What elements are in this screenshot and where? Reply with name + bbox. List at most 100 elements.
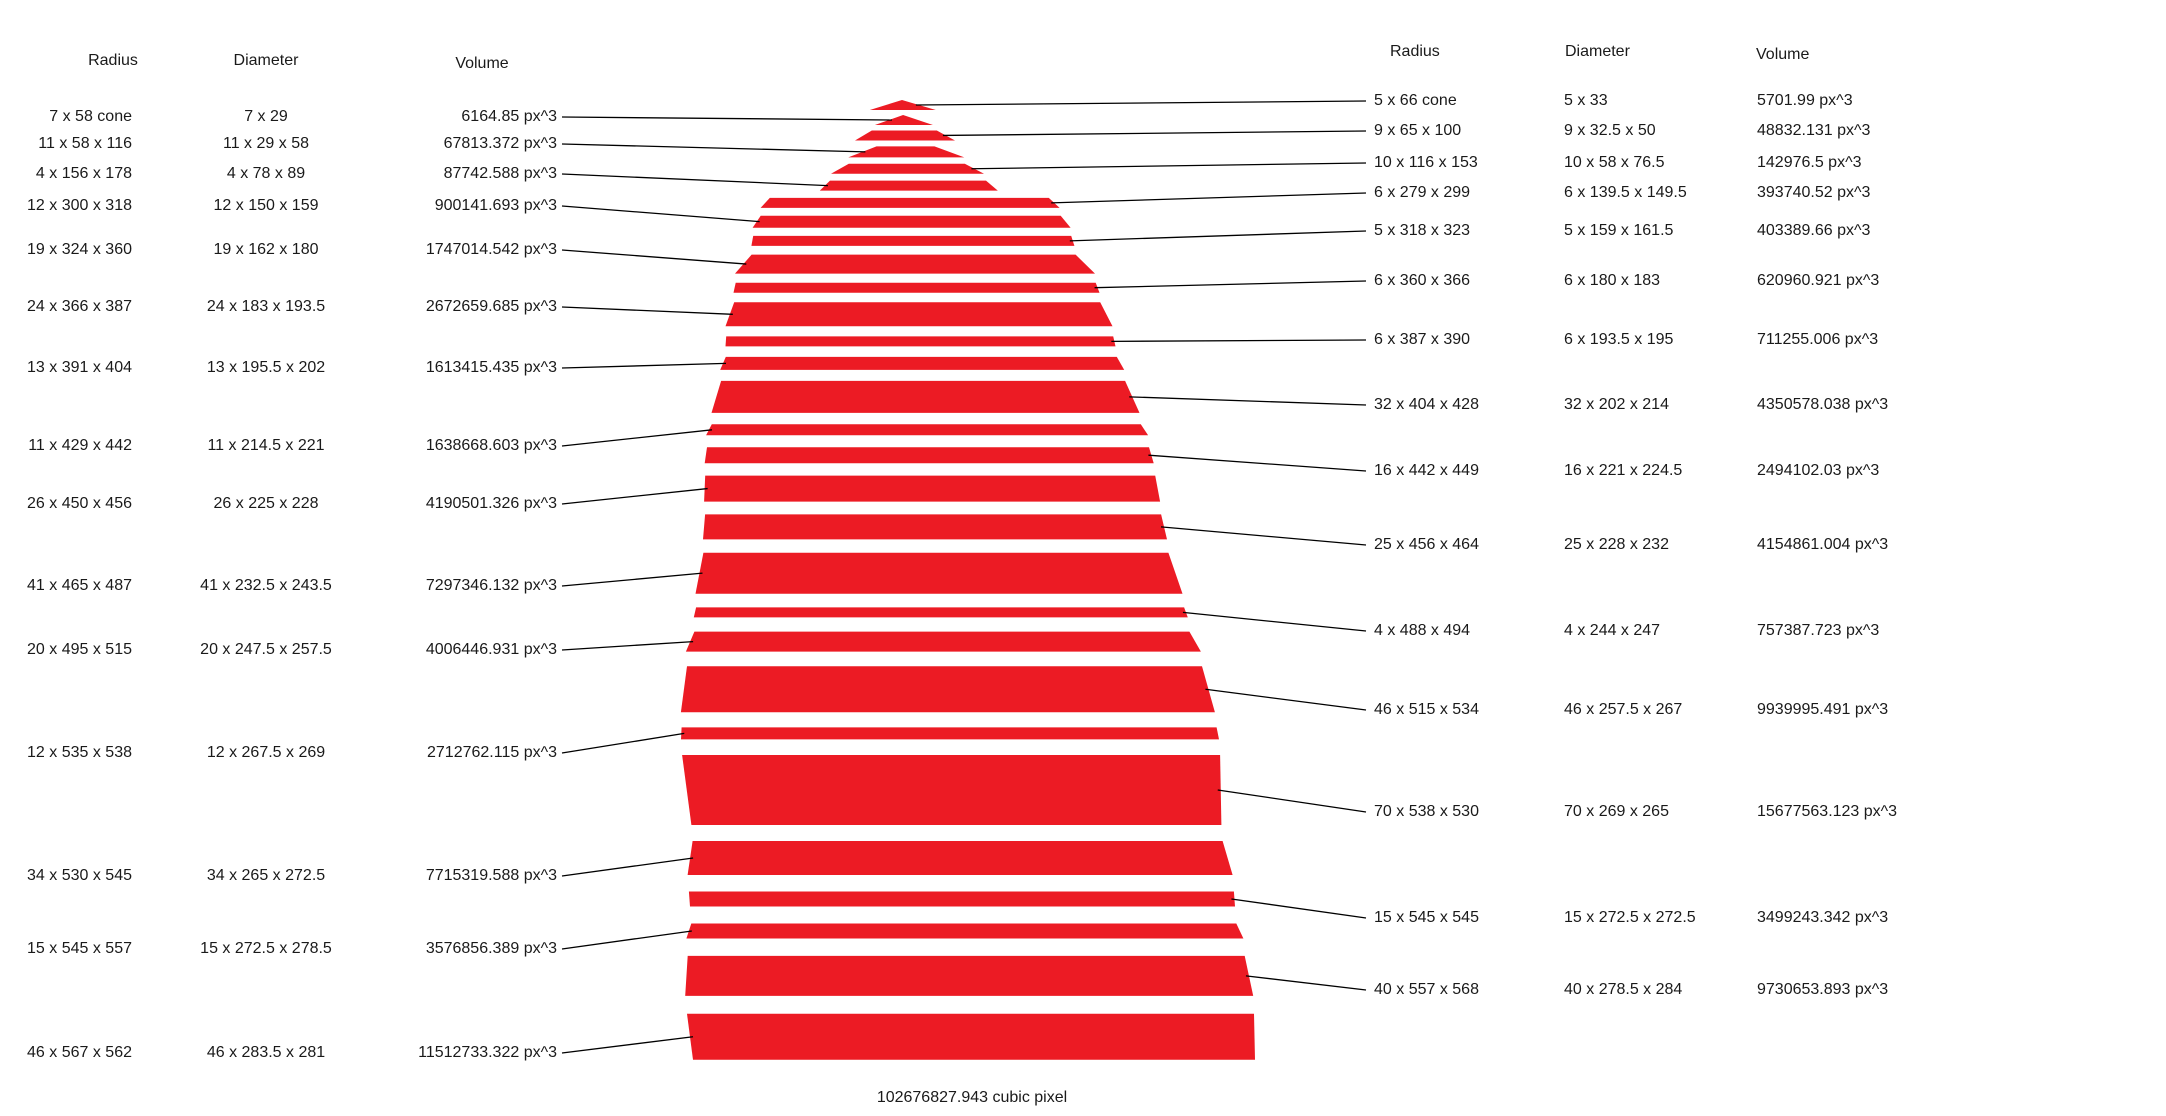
connector-line: [915, 100, 1367, 106]
volume-slice: [848, 146, 965, 158]
left-radius-column-header: Radius: [88, 52, 138, 69]
volume-cell: 1638668.603 px^3: [425, 437, 557, 454]
connector-line: [1148, 454, 1367, 472]
diameter-cell: 7 x 29: [244, 108, 288, 125]
radius-cell: 46 x 515 x 534: [1374, 701, 1479, 718]
volume-slice: [703, 514, 1167, 540]
right-radius-column-header: Radius: [1390, 43, 1440, 60]
volume-cell: 67813.372 px^3: [443, 135, 557, 152]
diameter-cell: 12 x 267.5 x 269: [206, 744, 326, 761]
connector-line: [561, 732, 685, 754]
radius-cell: 25 x 456 x 464: [1374, 536, 1479, 553]
connector-line: [1205, 688, 1367, 711]
radius-cell: 70 x 538 x 530: [1374, 803, 1479, 820]
volume-slice: [831, 163, 984, 174]
radius-cell: 13 x 391 x 404: [27, 359, 132, 376]
connector-line: [561, 930, 692, 950]
radius-cell: 20 x 495 x 515: [27, 641, 132, 658]
connector-line: [1129, 396, 1367, 406]
radius-cell: 7 x 58 cone: [49, 108, 132, 125]
connector-line: [1160, 526, 1367, 546]
volume-cell: 4006446.931 px^3: [425, 641, 557, 658]
volume-cell: 5701.99 px^3: [1757, 92, 1853, 109]
diameter-cell: 4 x 78 x 89: [226, 165, 306, 182]
radius-cell: 6 x 387 x 390: [1374, 331, 1471, 348]
right-diameter-column-header: Diameter: [1565, 43, 1630, 60]
diameter-cell: 70 x 269 x 265: [1564, 803, 1669, 820]
volume-slice: [874, 115, 933, 125]
volume-cell: 393740.52 px^3: [1757, 184, 1871, 201]
connector-line: [1217, 789, 1367, 813]
volume-slice: [752, 215, 1071, 228]
diameter-cell: 5 x 33: [1564, 92, 1608, 109]
radius-cell: 5 x 66 cone: [1374, 92, 1457, 109]
connector-line: [561, 429, 713, 447]
volume-cell: 6164.85 px^3: [461, 108, 557, 125]
volume-slice: [760, 197, 1060, 208]
radius-cell: 9 x 65 x 100: [1374, 122, 1462, 139]
volume-slice: [687, 841, 1233, 875]
volume-slice: [735, 254, 1095, 274]
radius-cell: 15 x 545 x 545: [1374, 909, 1479, 926]
connector-line: [1051, 192, 1367, 204]
volume-cell: 15677563.123 px^3: [1757, 803, 1898, 820]
total-volume-label: 102676827.943 cubic pixel: [876, 1089, 1068, 1106]
connector-line: [561, 857, 694, 877]
volume-slice: [681, 727, 1219, 740]
volume-cell: 1613415.435 px^3: [425, 359, 557, 376]
volume-slice: [855, 130, 955, 141]
connector-line: [942, 130, 1367, 137]
volume-cell: 2712762.115 px^3: [427, 744, 557, 761]
connector-line: [1182, 611, 1367, 632]
radius-cell: 34 x 530 x 545: [27, 867, 132, 884]
volume-cell: 9939995.491 px^3: [1757, 701, 1889, 718]
volume-slice: [695, 552, 1183, 594]
volume-cell: 757387.723 px^3: [1757, 622, 1880, 639]
volume-cell: 711255.006 px^3: [1757, 331, 1879, 348]
volume-slice: [720, 356, 1125, 370]
volume-slice: [819, 180, 998, 191]
radius-cell: 40 x 557 x 568: [1374, 981, 1479, 998]
diameter-cell: 16 x 221 x 224.5: [1564, 462, 1683, 479]
radius-cell: 19 x 324 x 360: [27, 241, 132, 258]
volume-cell: 620960.921 px^3: [1757, 272, 1880, 289]
volume-cell: 87742.588 px^3: [443, 165, 557, 182]
radius-cell: 41 x 465 x 487: [27, 577, 132, 594]
volume-cell: 3499243.342 px^3: [1757, 909, 1889, 926]
volume-slice: [685, 955, 1254, 996]
radius-cell: 46 x 567 x 562: [27, 1044, 132, 1061]
radius-cell: 11 x 429 x 442: [28, 437, 132, 454]
radius-cell: 6 x 279 x 299: [1374, 184, 1471, 201]
right-volume-column-header: Volume: [1756, 46, 1810, 63]
diameter-cell: 6 x 139.5 x 149.5: [1564, 184, 1687, 201]
diameter-cell: 11 x 214.5 x 221: [207, 437, 325, 454]
connector-line: [561, 306, 733, 315]
connector-line: [561, 572, 703, 587]
diameter-cell: 41 x 232.5 x 243.5: [200, 577, 332, 594]
connector-line: [561, 487, 708, 505]
diameter-cell: 6 x 180 x 183: [1564, 272, 1661, 289]
connector-line: [561, 116, 893, 121]
radius-cell: 32 x 404 x 428: [1374, 396, 1479, 413]
diameter-cell: 40 x 278.5 x 284: [1564, 981, 1683, 998]
connector-line: [1094, 280, 1367, 289]
volume-slice: [693, 607, 1188, 618]
volume-cell: 1747014.542 px^3: [425, 241, 557, 258]
diameter-cell: 11 x 29 x 58: [223, 135, 309, 152]
volume-cell: 9730653.893 px^3: [1757, 981, 1889, 998]
diameter-cell: 15 x 272.5 x 272.5: [1564, 909, 1696, 926]
radius-cell: 26 x 450 x 456: [27, 495, 132, 512]
diameter-cell: 6 x 193.5 x 195: [1564, 331, 1674, 348]
diameter-cell: 26 x 225 x 228: [213, 495, 319, 512]
radius-cell: 24 x 366 x 387: [27, 298, 132, 315]
volume-cell: 7715319.588 px^3: [425, 867, 557, 884]
diameter-cell: 9 x 32.5 x 50: [1564, 122, 1656, 139]
radius-cell: 4 x 156 x 178: [35, 165, 132, 182]
diameter-cell: 46 x 257.5 x 267: [1564, 701, 1683, 718]
volume-slice: [711, 380, 1140, 413]
volume-cell: 2672659.685 px^3: [425, 298, 557, 315]
connector-line: [561, 143, 866, 153]
volume-slice: [685, 631, 1201, 652]
volume-cell: 4350578.038 px^3: [1757, 396, 1889, 413]
